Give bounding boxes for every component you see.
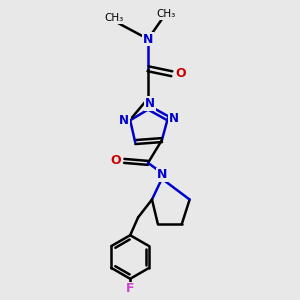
Text: O: O bbox=[110, 154, 121, 167]
Text: N: N bbox=[157, 168, 167, 181]
Text: N: N bbox=[119, 114, 129, 127]
Text: N: N bbox=[143, 32, 153, 46]
Text: O: O bbox=[176, 67, 186, 80]
Text: N: N bbox=[169, 112, 179, 125]
Text: N: N bbox=[145, 97, 155, 110]
Text: F: F bbox=[126, 282, 134, 295]
Text: CH₃: CH₃ bbox=[156, 9, 176, 19]
Text: CH₃: CH₃ bbox=[105, 13, 124, 23]
